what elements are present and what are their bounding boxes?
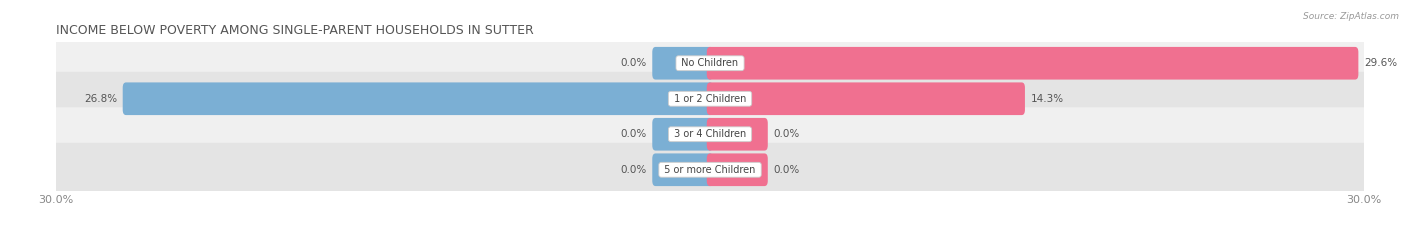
Text: 0.0%: 0.0% xyxy=(773,129,800,139)
FancyBboxPatch shape xyxy=(707,82,1025,115)
FancyBboxPatch shape xyxy=(652,47,713,80)
Text: 5 or more Children: 5 or more Children xyxy=(661,165,759,175)
FancyBboxPatch shape xyxy=(707,47,1358,80)
Text: 14.3%: 14.3% xyxy=(1031,94,1063,104)
FancyBboxPatch shape xyxy=(49,36,1371,90)
FancyBboxPatch shape xyxy=(707,153,768,186)
Text: Source: ZipAtlas.com: Source: ZipAtlas.com xyxy=(1303,12,1399,21)
FancyBboxPatch shape xyxy=(122,82,713,115)
Text: 0.0%: 0.0% xyxy=(620,58,647,68)
FancyBboxPatch shape xyxy=(49,143,1371,197)
Text: 26.8%: 26.8% xyxy=(84,94,117,104)
FancyBboxPatch shape xyxy=(49,72,1371,126)
FancyBboxPatch shape xyxy=(652,118,713,151)
FancyBboxPatch shape xyxy=(49,107,1371,161)
Text: 3 or 4 Children: 3 or 4 Children xyxy=(671,129,749,139)
FancyBboxPatch shape xyxy=(707,118,768,151)
Text: 29.6%: 29.6% xyxy=(1364,58,1398,68)
Text: 0.0%: 0.0% xyxy=(620,165,647,175)
Text: INCOME BELOW POVERTY AMONG SINGLE-PARENT HOUSEHOLDS IN SUTTER: INCOME BELOW POVERTY AMONG SINGLE-PARENT… xyxy=(56,24,534,37)
Text: 0.0%: 0.0% xyxy=(620,129,647,139)
Text: 0.0%: 0.0% xyxy=(773,165,800,175)
FancyBboxPatch shape xyxy=(652,153,713,186)
Text: No Children: No Children xyxy=(679,58,741,68)
Text: 1 or 2 Children: 1 or 2 Children xyxy=(671,94,749,104)
